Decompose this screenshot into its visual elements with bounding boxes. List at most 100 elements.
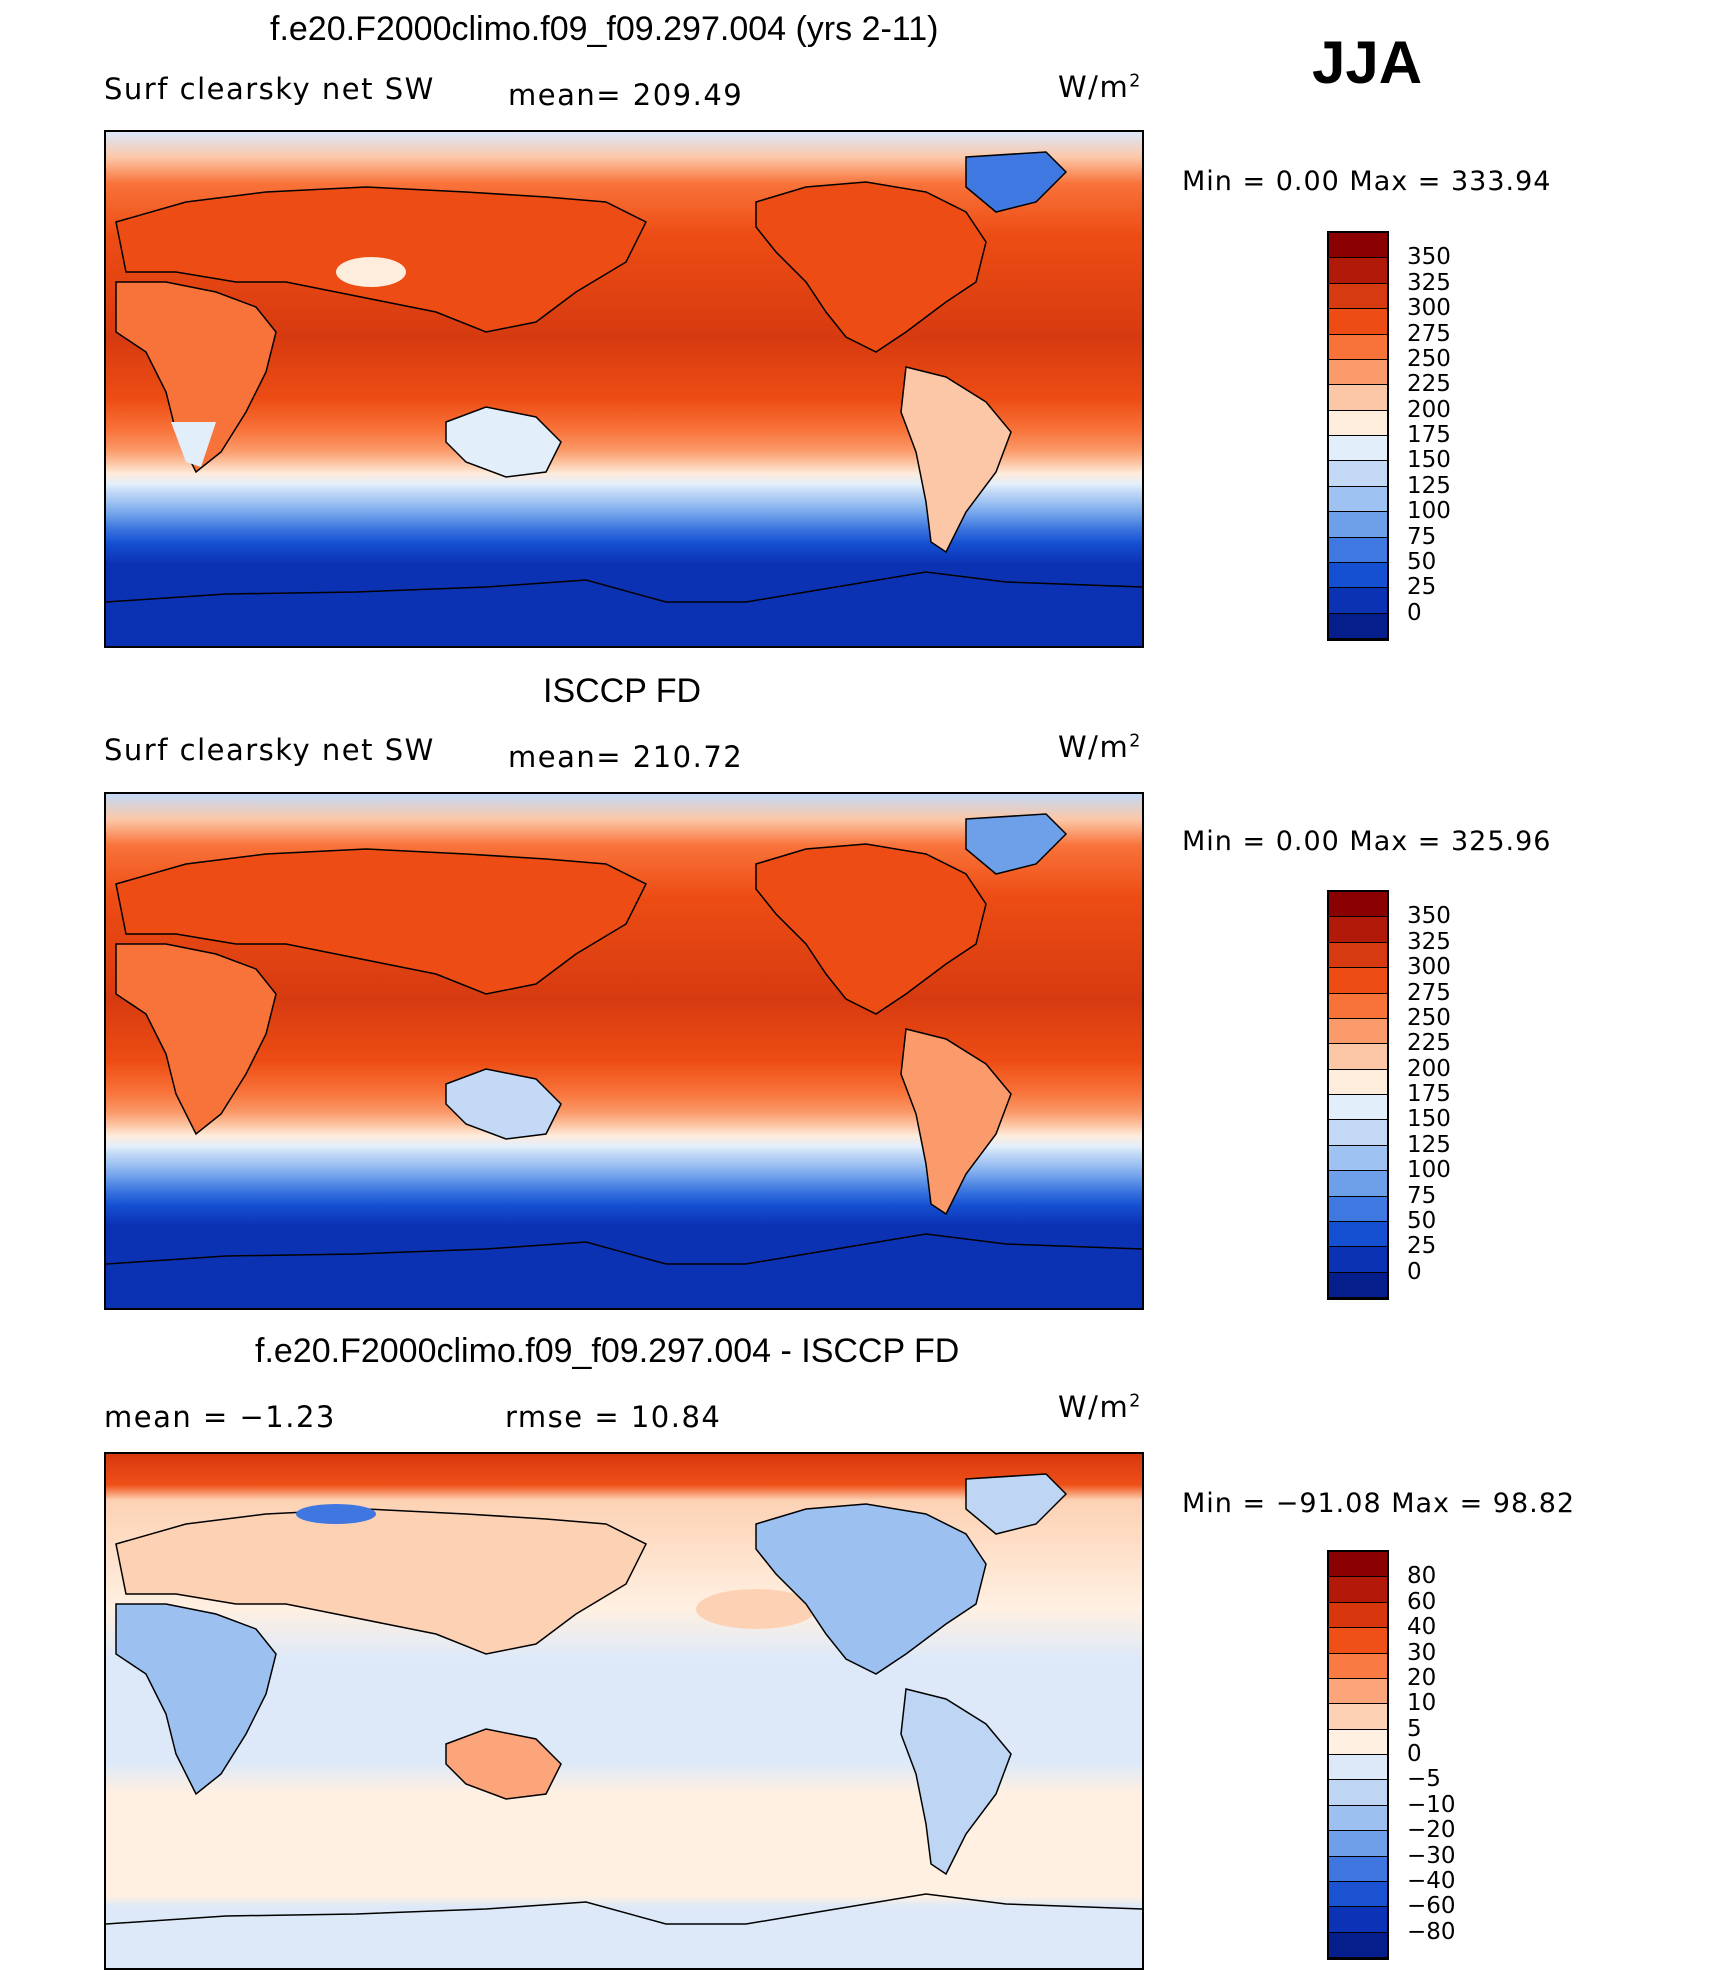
colorbar-bin bbox=[1329, 917, 1387, 943]
panel-1-colorbar: 350 325 300 275 250 225 200 175 150 125 100 75 50 25 0 bbox=[1327, 231, 1451, 641]
colorbar-tick-label: 325 bbox=[1407, 269, 1451, 296]
colorbar-bin bbox=[1329, 1856, 1387, 1882]
colorbar-bin bbox=[1329, 1678, 1387, 1705]
colorbar-tick-label: 30 bbox=[1407, 1639, 1437, 1666]
colorbar-tick-label: −60 bbox=[1407, 1893, 1456, 1920]
colorbar-tick-label: 350 bbox=[1407, 903, 1451, 930]
panel-3-minmax: Min = −91.08 Max = 98.82 bbox=[1182, 1488, 1576, 1519]
panel-3-rmse-label: rmse = 10.84 bbox=[505, 1400, 722, 1434]
colorbar-bin bbox=[1329, 1552, 1387, 1578]
colorbar-tick-label: 0 bbox=[1407, 599, 1422, 626]
colorbar-tick-label: 175 bbox=[1407, 422, 1451, 448]
panel-2-units: W/m2 bbox=[1058, 730, 1142, 764]
colorbar-tick-label: 10 bbox=[1407, 1690, 1437, 1717]
panel-2-title: ISCCP FD bbox=[543, 672, 702, 710]
colorbar-bin bbox=[1329, 1729, 1387, 1755]
panel-1-mean-label: mean= 209.49 bbox=[508, 78, 744, 112]
colorbar-tick-label: 125 bbox=[1407, 1131, 1451, 1158]
colorbar-tick-label: −30 bbox=[1407, 1842, 1456, 1869]
colorbar-bin bbox=[1329, 613, 1387, 639]
colorbar-tick-label: 50 bbox=[1407, 1207, 1437, 1234]
colorbar-tick-label: 20 bbox=[1407, 1664, 1437, 1691]
colorbar-bin bbox=[1329, 486, 1387, 513]
panel-2-minmax: Min = 0.00 Max = 325.96 bbox=[1182, 826, 1552, 857]
colorbar-tick-label: 75 bbox=[1407, 523, 1437, 550]
colorbar-bin bbox=[1329, 436, 1387, 462]
colorbar-bin bbox=[1329, 1247, 1387, 1273]
colorbar-tick-label: 250 bbox=[1407, 1004, 1451, 1031]
colorbar-tick-label: 100 bbox=[1407, 1157, 1451, 1184]
colorbar-bin bbox=[1329, 309, 1387, 335]
panel-3-units: W/m2 bbox=[1058, 1390, 1142, 1424]
colorbar-tick-label: 0 bbox=[1407, 1258, 1422, 1285]
season-label: JJA bbox=[1312, 29, 1423, 96]
colorbar-tick-label: 80 bbox=[1407, 1563, 1437, 1590]
colorbar-tick-label: −80 bbox=[1407, 1918, 1456, 1945]
colorbar-tick-label: 250 bbox=[1407, 345, 1451, 372]
colorbar-tick-label: −10 bbox=[1407, 1791, 1456, 1818]
colorbar-bin bbox=[1329, 461, 1387, 487]
panel-1-variable-label: Surf clearsky net SW bbox=[104, 72, 435, 106]
panel-3-map bbox=[104, 1452, 1144, 1970]
colorbar-tick-label: 200 bbox=[1407, 1055, 1451, 1082]
colorbar-tick-label: 0 bbox=[1407, 1741, 1422, 1767]
colorbar-tick-label: −20 bbox=[1407, 1817, 1456, 1844]
colorbar-bin bbox=[1329, 1145, 1387, 1172]
panel-2-mean-label: mean= 210.72 bbox=[508, 740, 744, 774]
colorbar-bin bbox=[1329, 410, 1387, 436]
colorbar-tick-label: 125 bbox=[1407, 472, 1451, 499]
colorbar-bin bbox=[1329, 1881, 1387, 1908]
global-map-model-field bbox=[106, 132, 1142, 646]
panel-3-title: f.e20.F2000climo.f09_f09.297.004 - ISCCP… bbox=[255, 1332, 960, 1370]
colorbar-bin bbox=[1329, 1907, 1387, 1933]
colorbar-tick-label: 225 bbox=[1407, 1030, 1451, 1057]
panel-2-map bbox=[104, 792, 1144, 1310]
colorbar-bin bbox=[1329, 359, 1387, 386]
colorbar-box bbox=[1327, 231, 1389, 641]
colorbar-tick-label: 275 bbox=[1407, 320, 1451, 347]
colorbar-bin bbox=[1329, 233, 1387, 259]
colorbar-bin bbox=[1329, 942, 1387, 969]
colorbar-bin bbox=[1329, 1780, 1387, 1806]
colorbar-bin bbox=[1329, 537, 1387, 563]
colorbar-bin bbox=[1329, 892, 1387, 918]
colorbar-tick-label: 150 bbox=[1407, 1106, 1451, 1133]
colorbar-tick-label: −5 bbox=[1407, 1766, 1441, 1793]
colorbar-bin bbox=[1329, 1602, 1387, 1629]
panel-1-map bbox=[104, 130, 1144, 648]
colorbar-tick-label: 25 bbox=[1407, 574, 1437, 601]
colorbar-tick-label: 300 bbox=[1407, 295, 1451, 322]
panel-3-mean-label: mean = −1.23 bbox=[104, 1400, 336, 1434]
panel-3-colorbar: 80 60 40 30 20 10 5 0 −5 −10 −20 −30 −40 −60 −80 bbox=[1327, 1550, 1456, 1960]
colorbar-bin bbox=[1329, 1044, 1387, 1070]
colorbar-tick-label: 50 bbox=[1407, 548, 1437, 575]
colorbar-tick-label: 60 bbox=[1407, 1588, 1437, 1615]
colorbar-tick-label: 150 bbox=[1407, 447, 1451, 474]
colorbar-bin bbox=[1329, 993, 1387, 1019]
colorbar-bin bbox=[1329, 1755, 1387, 1781]
panel-2-colorbar: 350 325 300 275 250 225 200 175 150 125 100 75 50 25 0 bbox=[1327, 890, 1451, 1300]
colorbar-tick-label: 175 bbox=[1407, 1081, 1451, 1107]
colorbar-bin bbox=[1329, 1069, 1387, 1095]
colorbar-bin bbox=[1329, 1932, 1387, 1958]
colorbar-bin bbox=[1329, 283, 1387, 310]
colorbar-tick-label: 75 bbox=[1407, 1182, 1437, 1209]
colorbar-bin bbox=[1329, 562, 1387, 589]
colorbar-bin bbox=[1329, 1018, 1387, 1045]
global-map-difference-field bbox=[106, 1454, 1142, 1968]
colorbar-bin bbox=[1329, 1196, 1387, 1222]
colorbar-bin bbox=[1329, 1704, 1387, 1730]
colorbar-tick-label: 350 bbox=[1407, 244, 1451, 271]
colorbar-tick-label: 100 bbox=[1407, 498, 1451, 525]
colorbar-bin bbox=[1329, 1805, 1387, 1832]
colorbar-tick-label: 25 bbox=[1407, 1233, 1437, 1260]
colorbar-box bbox=[1327, 890, 1389, 1300]
panel-1-minmax: Min = 0.00 Max = 333.94 bbox=[1182, 166, 1552, 197]
colorbar-bin bbox=[1329, 1653, 1387, 1679]
colorbar-tick-label: 325 bbox=[1407, 928, 1451, 955]
colorbar-tick-label: 225 bbox=[1407, 371, 1451, 398]
panel-1-units: W/m2 bbox=[1058, 70, 1142, 104]
colorbar-bin bbox=[1329, 1628, 1387, 1654]
colorbar-tick-label: 300 bbox=[1407, 954, 1451, 981]
colorbar-bin bbox=[1329, 1120, 1387, 1146]
